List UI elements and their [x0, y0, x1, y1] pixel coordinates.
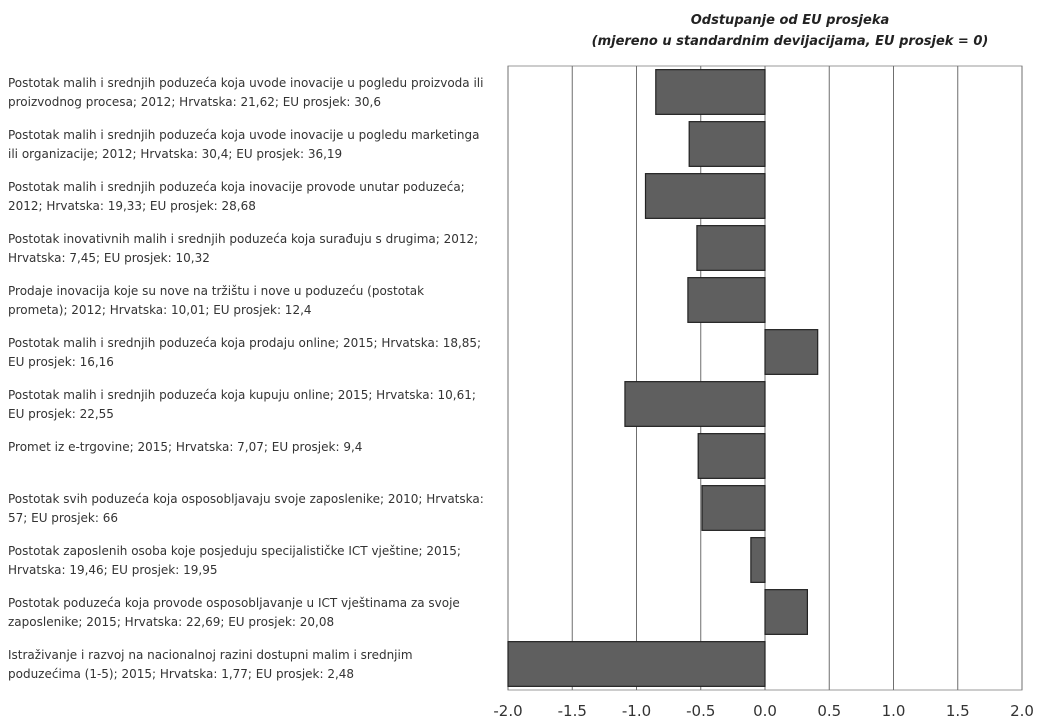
bar: [507, 641, 766, 687]
bar: [764, 329, 819, 375]
x-tick-label: -1.5: [558, 702, 587, 720]
bar: [688, 121, 766, 167]
category-label: Postotak svih poduzeća koja osposobljava…: [8, 492, 484, 525]
bar: [696, 225, 766, 271]
x-tick-label: 0.5: [817, 702, 841, 720]
bar: [644, 173, 766, 219]
x-tick-label: 2.0: [1010, 702, 1034, 720]
x-tick-label: 1.5: [946, 702, 970, 720]
x-tick-label: 0.0: [753, 702, 777, 720]
bar: [764, 589, 809, 635]
bar: [750, 537, 766, 583]
category-label: Postotak malih i srednjih poduzeća koja …: [8, 76, 484, 109]
category-label: Postotak malih i srednjih poduzeća koja …: [8, 128, 480, 161]
x-tick-label: -2.0: [493, 702, 522, 720]
bar: [697, 433, 766, 479]
x-tick-label: 1.0: [882, 702, 906, 720]
bar: [655, 69, 766, 115]
category-label: Postotak poduzeća koja provode osposoblj…: [8, 596, 460, 629]
category-labels: Postotak malih i srednjih poduzeća koja …: [8, 0, 488, 720]
category-label: Promet iz e-trgovine; 2015; Hrvatska: 7,…: [8, 440, 363, 454]
category-label: Istraživanje i razvoj na nacionalnoj raz…: [8, 648, 413, 681]
x-tick-label: -0.5: [686, 702, 715, 720]
category-label: Postotak malih i srednjih poduzeća koja …: [8, 180, 465, 213]
bar: [624, 381, 766, 427]
bar: [687, 277, 766, 323]
bar: [701, 485, 766, 531]
category-label: Postotak malih i srednjih poduzeća koja …: [8, 336, 482, 369]
x-tick-label: -1.0: [622, 702, 651, 720]
chart-title: Odstupanje od EU prosjeka: [690, 13, 890, 28]
category-label: Prodaje inovacija koje su nove na tržišt…: [8, 284, 425, 317]
category-label: Postotak inovativnih malih i srednjih po…: [8, 232, 479, 265]
chart-title-block: Odstupanje od EU prosjeka (mjereno u sta…: [560, 10, 1020, 52]
category-label: Postotak zaposlenih osoba koje posjeduju…: [8, 544, 461, 577]
chart-subtitle: (mjereno u standardnim devijacijama, EU …: [591, 34, 989, 49]
category-label: Postotak malih i srednjih poduzeća koja …: [8, 388, 476, 421]
